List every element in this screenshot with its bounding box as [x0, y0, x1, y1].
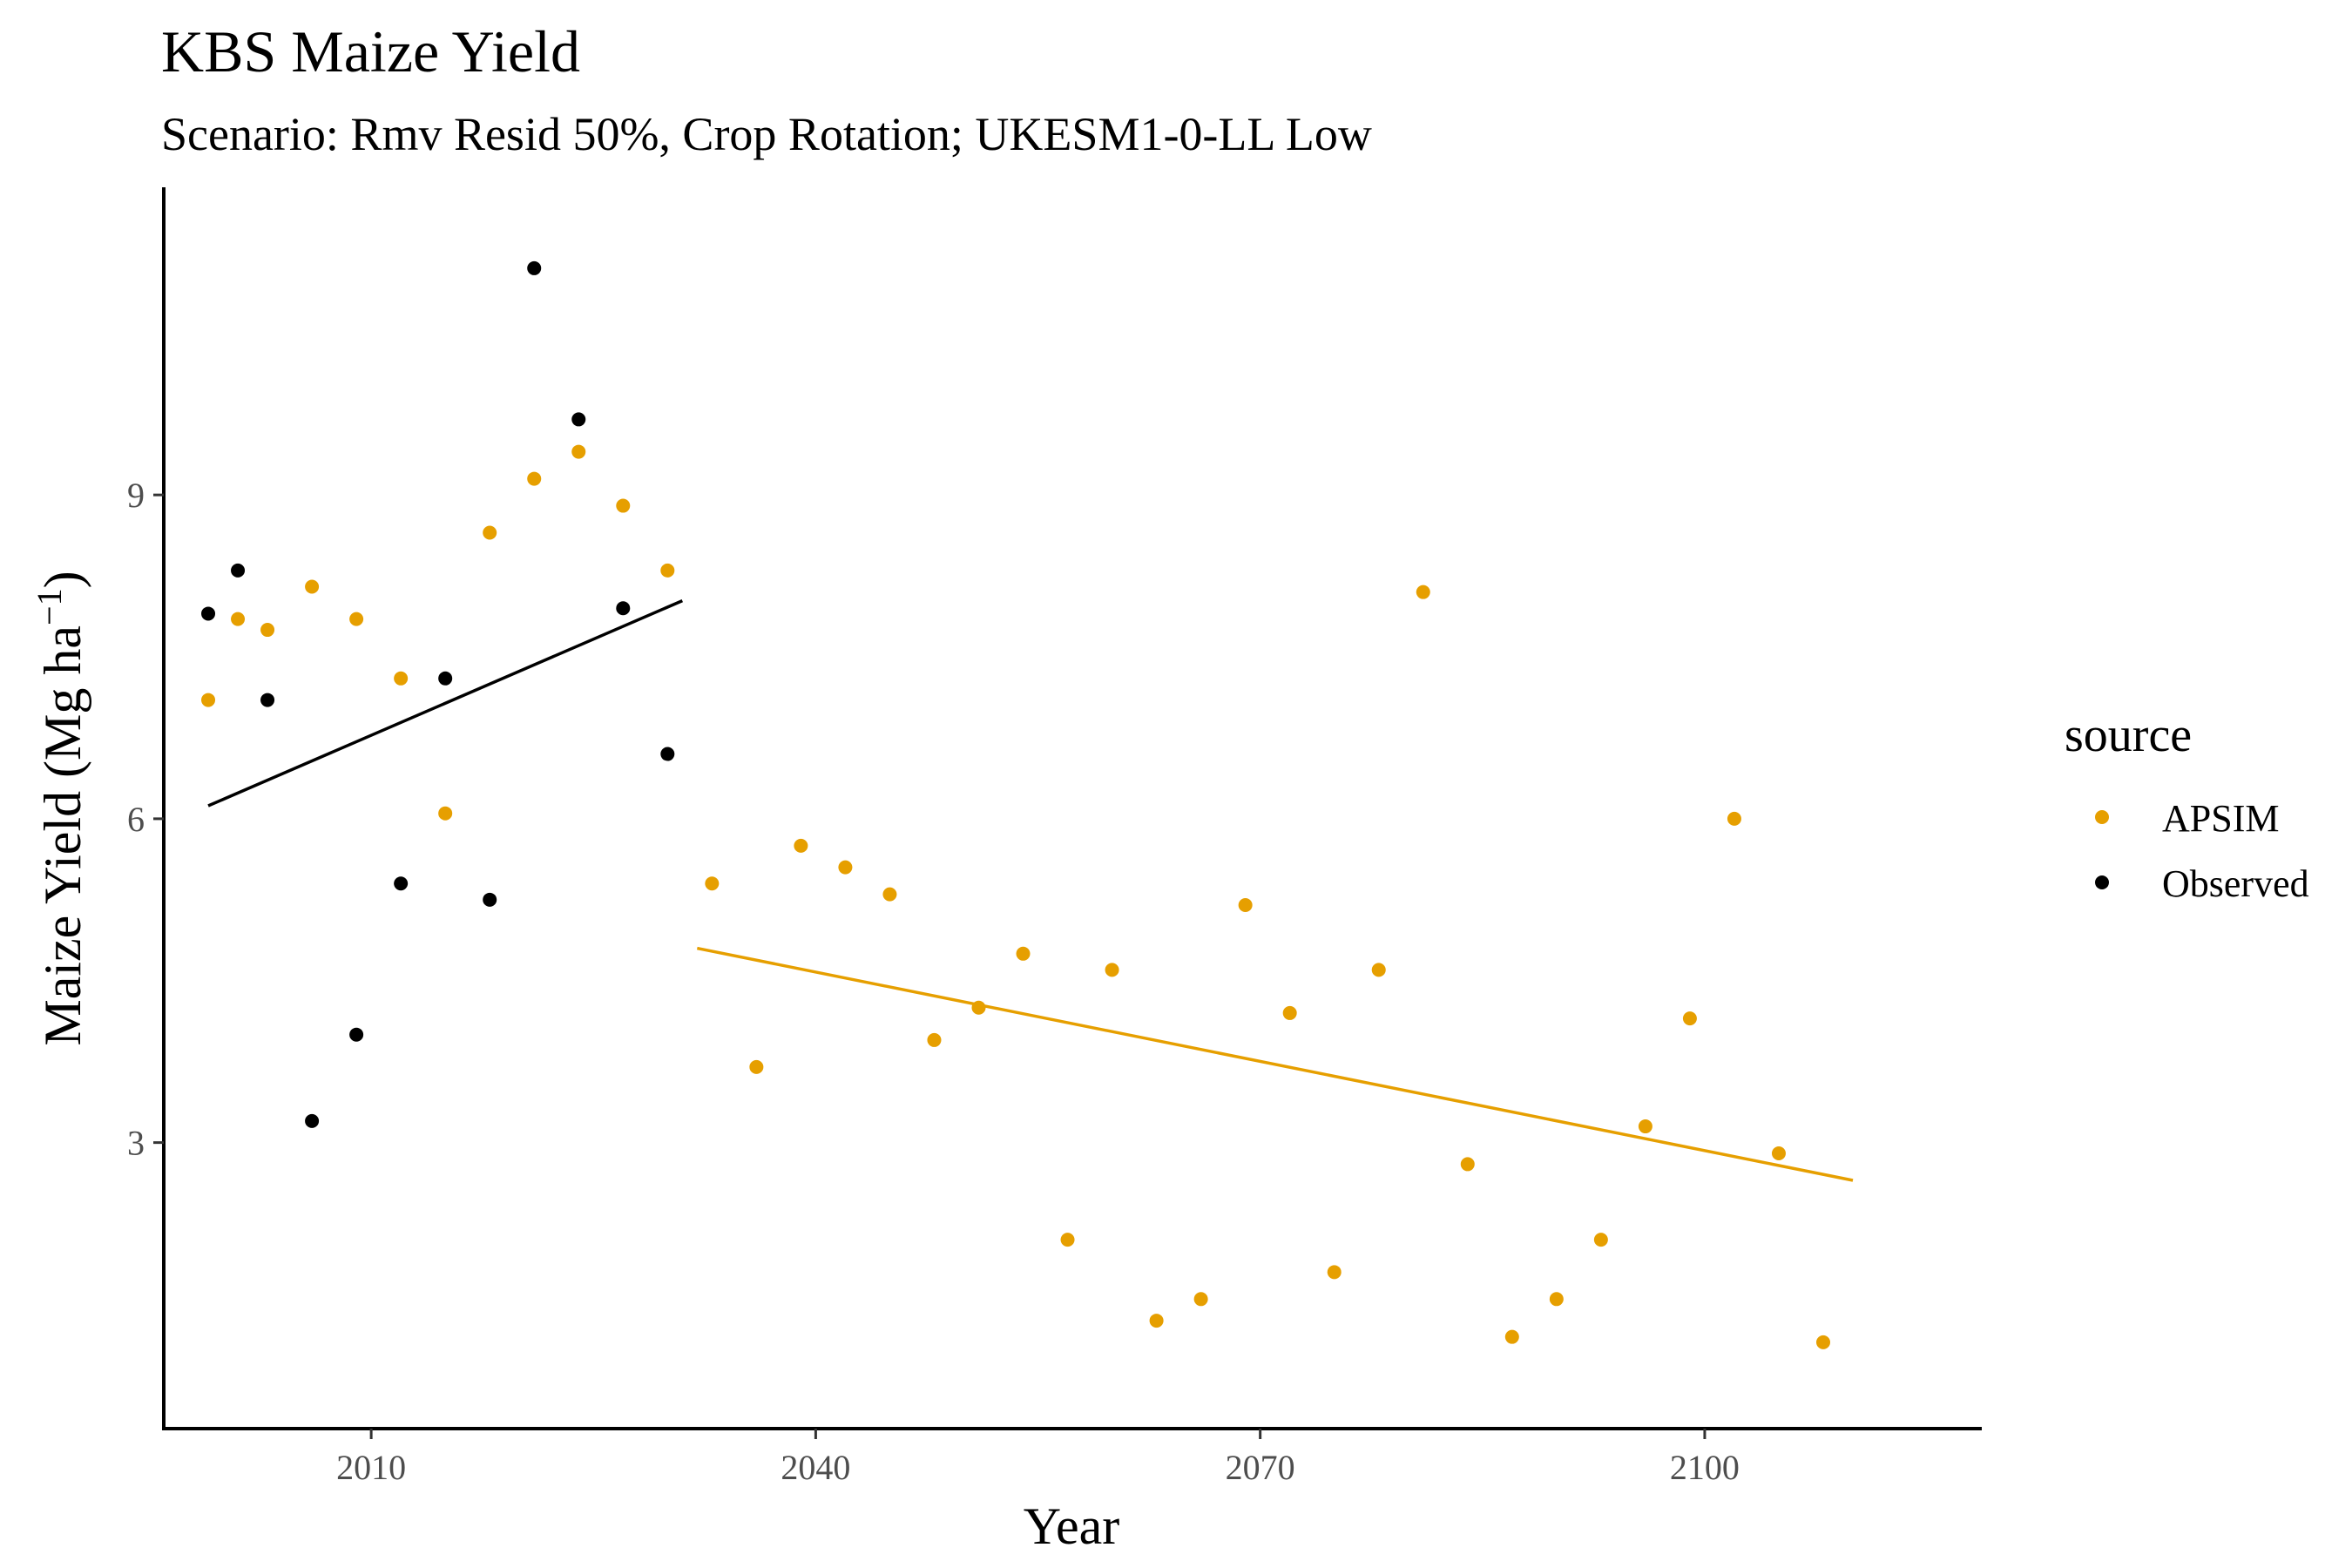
point-apsim — [927, 1032, 942, 1047]
y-tick-label: 6 — [127, 800, 145, 839]
point-apsim — [1149, 1314, 1164, 1328]
x-tick-label: 2040 — [781, 1448, 850, 1487]
y-axis-title: Maize Yield (Mg ha−1) — [30, 571, 91, 1045]
point-apsim — [1816, 1335, 1831, 1349]
x-axis-ticks: 2010 2040 2070 2100 — [336, 1429, 1740, 1487]
point-apsim — [1060, 1233, 1075, 1247]
point-observed — [527, 260, 542, 275]
point-apsim — [971, 1000, 986, 1015]
point-observed — [571, 412, 586, 427]
x-tick-label: 2070 — [1226, 1448, 1295, 1487]
point-observed — [349, 1027, 364, 1042]
point-apsim — [260, 623, 275, 638]
point-apsim — [1105, 963, 1119, 977]
legend-title: source — [2065, 708, 2192, 762]
point-apsim — [1416, 585, 1430, 599]
point-apsim — [1504, 1329, 1519, 1344]
point-apsim — [1771, 1146, 1786, 1161]
x-axis-title: Year — [1024, 1497, 1120, 1555]
point-apsim — [1238, 898, 1253, 913]
point-apsim — [571, 444, 586, 459]
legend-key-observed — [2095, 875, 2109, 889]
point-apsim — [349, 612, 364, 626]
y-tick-label: 3 — [127, 1124, 145, 1163]
point-apsim — [1282, 1005, 1297, 1020]
point-apsim — [305, 579, 320, 594]
y-tick-label: 9 — [127, 476, 145, 515]
point-apsim — [1016, 946, 1031, 961]
x-tick-label: 2010 — [336, 1448, 406, 1487]
point-apsim — [1193, 1292, 1208, 1307]
y-axis-title-close: ) — [34, 571, 91, 588]
point-apsim — [1727, 811, 1741, 826]
legend-label-apsim: APSIM — [2162, 797, 2280, 840]
point-apsim — [749, 1059, 764, 1074]
point-observed — [231, 563, 246, 578]
point-apsim — [1327, 1265, 1342, 1280]
point-observed — [660, 747, 675, 761]
point-observed — [305, 1113, 320, 1128]
y-axis-title-sup: −1 — [30, 588, 69, 625]
point-apsim — [794, 838, 808, 853]
point-apsim — [616, 498, 631, 513]
point-observed — [438, 671, 453, 686]
point-apsim — [882, 887, 897, 902]
point-apsim — [1593, 1233, 1608, 1247]
point-observed — [483, 892, 497, 907]
legend-label-observed: Observed — [2162, 862, 2309, 905]
point-apsim — [1549, 1292, 1564, 1307]
chart-subtitle: Scenario: Rmv Resid 50%, Crop Rotation; … — [161, 108, 1372, 160]
point-observed — [260, 693, 275, 707]
point-apsim — [1638, 1119, 1652, 1134]
point-apsim — [394, 671, 409, 686]
point-apsim — [1371, 963, 1386, 977]
legend-key-apsim — [2095, 810, 2109, 824]
chart-title: KBS Maize Yield — [161, 18, 580, 84]
x-tick-label: 2100 — [1670, 1448, 1740, 1487]
point-observed — [616, 601, 631, 616]
point-apsim — [201, 693, 216, 707]
y-axis-ticks: 3 6 9 — [127, 476, 164, 1163]
point-apsim — [483, 525, 497, 540]
plot-area — [201, 260, 1854, 1349]
point-observed — [394, 876, 409, 891]
point-apsim — [705, 876, 720, 891]
point-apsim — [231, 612, 246, 626]
trendline-apsim — [696, 946, 1854, 1182]
point-observed — [201, 606, 216, 621]
point-apsim — [660, 563, 675, 578]
point-apsim — [1682, 1011, 1697, 1026]
trendline-observed — [207, 598, 684, 808]
y-axis-title-main: Maize Yield (Mg ha — [34, 625, 91, 1046]
legend-items: APSIM Observed — [2095, 797, 2309, 905]
point-apsim — [838, 860, 853, 875]
point-apsim — [527, 471, 542, 486]
legend: source APSIM Observed — [2065, 708, 2309, 905]
point-apsim — [438, 806, 453, 821]
point-apsim — [1460, 1157, 1475, 1172]
